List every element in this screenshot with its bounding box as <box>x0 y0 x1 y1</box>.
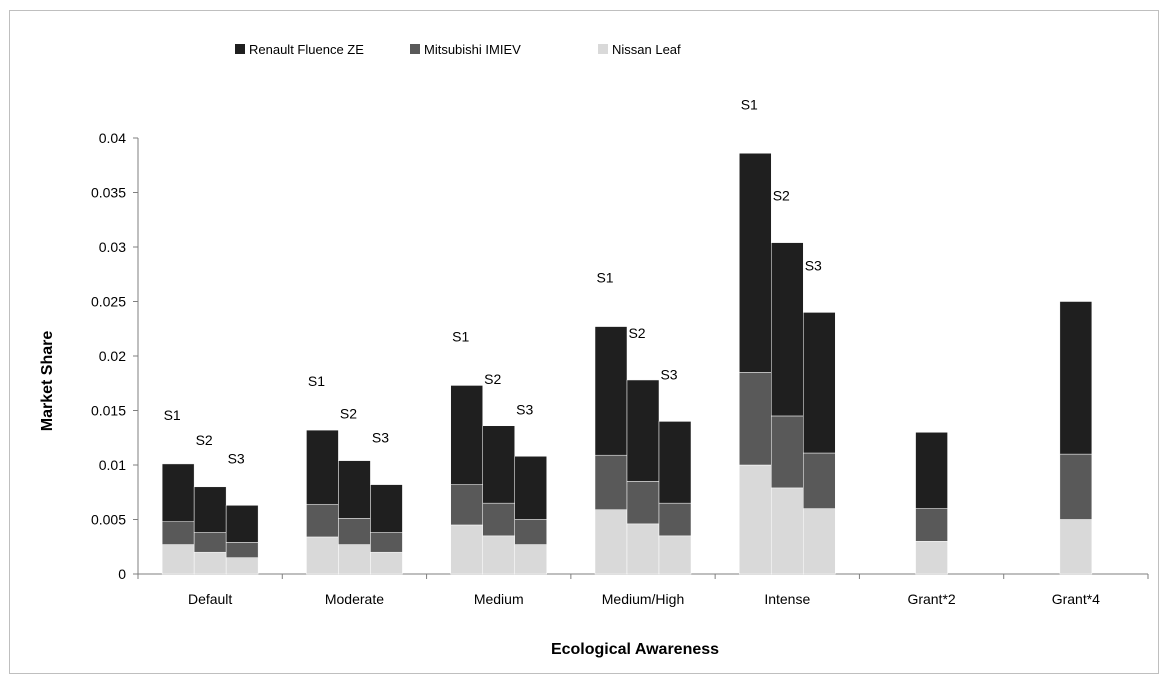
bar-label: S2 <box>773 188 790 204</box>
bar-label: S3 <box>660 366 677 382</box>
bar-segment-renault-fluence-ze <box>306 429 339 505</box>
bar-label: S2 <box>340 406 357 422</box>
bar-segment-mitsubishi-imiev <box>225 542 259 558</box>
bar-segment-renault-fluence-ze <box>514 456 547 520</box>
legend-label: Nissan Leaf <box>612 42 681 57</box>
legend-swatch <box>410 44 420 54</box>
y-tick-label: 0.015 <box>91 403 126 419</box>
y-tick-label: 0.02 <box>99 348 126 364</box>
bar-segment-nissan-leaf <box>482 535 515 575</box>
bar-label: S1 <box>596 270 613 286</box>
bar-segment-mitsubishi-imiev <box>626 481 660 525</box>
y-tick-label: 0.035 <box>91 185 126 201</box>
bar-segment-renault-fluence-ze <box>594 326 628 456</box>
bar-segment-nissan-leaf <box>450 524 483 575</box>
x-tick-label: Intense <box>764 591 810 607</box>
bar-segment-nissan-leaf <box>594 509 628 575</box>
y-tick-label: 0 <box>118 566 126 582</box>
legend-label: Mitsubishi IMIEV <box>424 42 521 57</box>
bar-segment-mitsubishi-imiev <box>161 521 195 545</box>
bar-labels: S1 S2 S3 S1 S2 S3 S1 S2 S3 S1 S2 S3 S1 S2 S3 <box>164 96 822 466</box>
x-tick-label: Medium/High <box>602 591 684 607</box>
bar-segment-mitsubishi-imiev <box>1059 453 1093 520</box>
bar-segment-nissan-leaf <box>161 544 195 575</box>
bar-segment-nissan-leaf <box>338 544 371 575</box>
bar-segment-nissan-leaf <box>370 551 403 575</box>
y-tick-label: 0.01 <box>99 457 126 473</box>
x-tick-label: Moderate <box>325 591 384 607</box>
bar-label: S3 <box>805 257 822 273</box>
bar-segment-mitsubishi-imiev <box>482 502 515 537</box>
x-tick-label: Medium <box>474 591 524 607</box>
bar-segment-nissan-leaf <box>225 557 259 575</box>
bar-segment-nissan-leaf <box>803 508 836 575</box>
bar-segment-nissan-leaf <box>739 464 772 575</box>
bar-segment-nissan-leaf <box>514 544 547 575</box>
bar-segment-mitsubishi-imiev <box>915 508 948 542</box>
bar-segment-renault-fluence-ze <box>161 463 195 522</box>
bar-segment-renault-fluence-ze <box>1059 301 1093 455</box>
chart-frame: Renault Fluence ZE Mitsubishi IMIEV Nissan… <box>9 10 1159 674</box>
bar-segment-renault-fluence-ze <box>915 432 948 509</box>
bar-segment-mitsubishi-imiev <box>739 372 772 466</box>
bar-segment-renault-fluence-ze <box>658 421 692 504</box>
bar-label: S2 <box>196 432 213 448</box>
bar-segment-renault-fluence-ze <box>803 312 836 454</box>
bar-label: S2 <box>628 325 645 341</box>
bar-segment-renault-fluence-ze <box>370 484 403 533</box>
bar-segment-renault-fluence-ze <box>771 242 804 417</box>
bar-segment-mitsubishi-imiev <box>450 484 483 526</box>
y-tick-label: 0.03 <box>99 239 126 255</box>
x-axis: Default Moderate Medium Medium/High Intense G… <box>137 573 1149 607</box>
bar-segment-mitsubishi-imiev <box>771 415 804 489</box>
bar-label: S3 <box>228 450 245 466</box>
legend-label: Renault Fluence ZE <box>249 42 364 57</box>
bar-segment-mitsubishi-imiev <box>370 532 403 553</box>
bar-segment-renault-fluence-ze <box>482 425 515 504</box>
bar-label: S3 <box>372 430 389 446</box>
bar-segment-nissan-leaf <box>915 541 948 575</box>
x-tick-label: Default <box>188 591 232 607</box>
y-tick-label: 0.04 <box>99 130 126 146</box>
bar-label: S3 <box>516 401 533 417</box>
bar-segment-nissan-leaf <box>658 535 692 575</box>
bar-segment-renault-fluence-ze <box>338 460 371 519</box>
bar-segment-mitsubishi-imiev <box>658 502 692 537</box>
chart-svg: Renault Fluence ZE Mitsubishi IMIEV Nissan… <box>39 42 1149 658</box>
bar-segment-nissan-leaf <box>771 487 804 575</box>
bar-segment-nissan-leaf <box>306 536 339 575</box>
bar-segment-renault-fluence-ze <box>225 505 259 543</box>
bar-segment-nissan-leaf <box>193 551 227 575</box>
bar-segment-renault-fluence-ze <box>626 379 660 482</box>
legend-swatch <box>235 44 245 54</box>
y-axis-title: Market Share <box>39 331 56 432</box>
bar-segment-mitsubishi-imiev <box>514 519 547 545</box>
bar-label: S1 <box>741 96 758 112</box>
x-tick-label: Grant*2 <box>907 591 955 607</box>
x-axis-title: Ecological Awareness <box>551 641 719 658</box>
bar-segment-renault-fluence-ze <box>193 486 227 533</box>
bar-label: S1 <box>164 407 181 423</box>
bar-segment-nissan-leaf <box>1059 519 1093 575</box>
y-axis: 0 0.005 0.01 0.015 0.02 0.025 0.03 0.035 0.04 <box>91 130 139 582</box>
bar-label: S2 <box>484 371 501 387</box>
y-tick-label: 0.025 <box>91 294 126 310</box>
bar-segment-mitsubishi-imiev <box>338 518 371 545</box>
legend-swatch <box>598 44 608 54</box>
y-tick-label: 0.005 <box>91 512 126 528</box>
x-tick-label: Grant*4 <box>1052 591 1100 607</box>
bar-segment-renault-fluence-ze <box>450 385 483 485</box>
bar-segment-mitsubishi-imiev <box>803 452 836 509</box>
bar-segment-mitsubishi-imiev <box>594 454 628 510</box>
legend: Renault Fluence ZE Mitsubishi IMIEV Nissan… <box>235 42 681 57</box>
bar-segment-nissan-leaf <box>626 523 660 575</box>
bar-segment-mitsubishi-imiev <box>193 532 227 553</box>
bar-segment-renault-fluence-ze <box>739 153 772 373</box>
bars <box>161 153 1093 575</box>
bar-label: S1 <box>308 373 325 389</box>
bar-segment-mitsubishi-imiev <box>306 503 339 538</box>
bar-label: S1 <box>452 328 469 344</box>
